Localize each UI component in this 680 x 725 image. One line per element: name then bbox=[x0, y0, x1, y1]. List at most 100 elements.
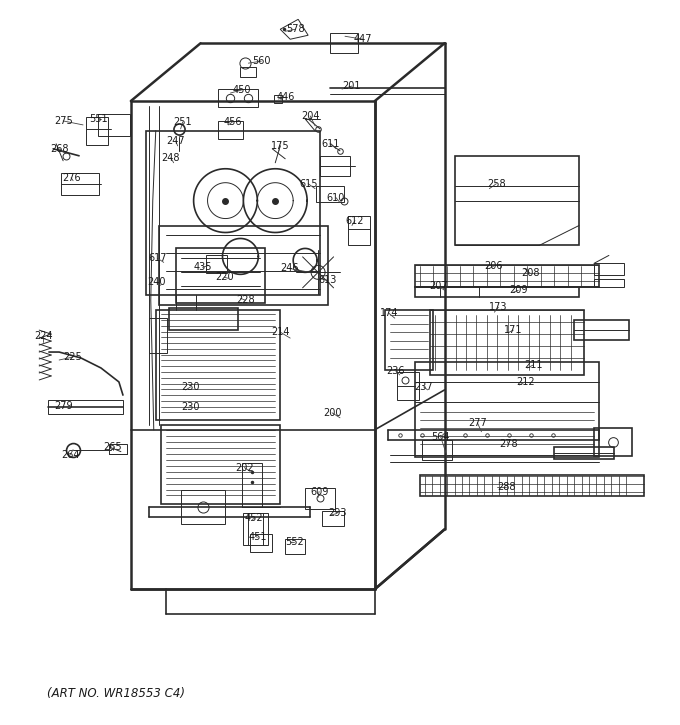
Bar bbox=[158, 225, 328, 305]
Bar bbox=[420, 475, 644, 497]
Text: 171: 171 bbox=[504, 325, 522, 335]
Text: 200: 200 bbox=[323, 407, 341, 418]
Bar bbox=[385, 310, 432, 370]
Text: 612: 612 bbox=[345, 215, 364, 225]
Bar bbox=[285, 539, 305, 554]
Text: 237: 237 bbox=[414, 382, 433, 392]
Text: 456: 456 bbox=[223, 117, 241, 127]
Text: 174: 174 bbox=[379, 308, 398, 318]
Text: 268: 268 bbox=[50, 144, 69, 154]
Bar bbox=[594, 263, 624, 276]
Text: 206: 206 bbox=[484, 262, 503, 271]
Bar bbox=[554, 447, 614, 459]
Text: 452: 452 bbox=[245, 513, 264, 523]
Text: 560: 560 bbox=[252, 56, 271, 66]
Text: 247: 247 bbox=[167, 136, 185, 146]
Text: 288: 288 bbox=[497, 481, 515, 492]
Text: 214: 214 bbox=[271, 327, 290, 337]
Text: 228: 228 bbox=[236, 295, 255, 305]
Text: 447: 447 bbox=[354, 34, 372, 44]
Bar bbox=[320, 156, 350, 175]
Text: 552: 552 bbox=[285, 537, 303, 547]
Bar bbox=[98, 114, 130, 136]
Text: 204: 204 bbox=[301, 111, 320, 121]
Bar bbox=[175, 249, 265, 303]
Bar bbox=[415, 362, 599, 457]
Text: 202: 202 bbox=[235, 463, 254, 473]
Bar bbox=[181, 489, 226, 524]
Text: 277: 277 bbox=[468, 418, 487, 428]
Bar bbox=[415, 287, 579, 297]
Text: 451: 451 bbox=[248, 532, 267, 542]
Bar bbox=[454, 156, 579, 246]
Bar bbox=[146, 131, 320, 295]
Bar bbox=[415, 265, 599, 287]
Bar bbox=[205, 255, 228, 273]
Text: 175: 175 bbox=[271, 141, 290, 151]
Text: 615: 615 bbox=[299, 178, 318, 188]
Bar bbox=[242, 463, 262, 508]
Text: 230: 230 bbox=[182, 402, 200, 412]
Bar bbox=[149, 318, 167, 353]
Bar bbox=[316, 186, 344, 202]
Bar bbox=[218, 121, 243, 139]
Bar bbox=[574, 320, 629, 340]
Bar bbox=[396, 372, 419, 400]
Text: 224: 224 bbox=[34, 331, 52, 341]
Bar bbox=[86, 117, 108, 145]
Text: 551: 551 bbox=[90, 114, 108, 124]
Text: 251: 251 bbox=[173, 117, 192, 127]
Bar bbox=[305, 487, 335, 510]
Text: 248: 248 bbox=[161, 153, 180, 163]
Text: 225: 225 bbox=[64, 352, 82, 362]
Text: 265: 265 bbox=[103, 442, 122, 452]
Bar bbox=[430, 310, 584, 375]
Text: 278: 278 bbox=[499, 439, 517, 449]
Text: 617: 617 bbox=[148, 254, 167, 263]
Bar bbox=[109, 444, 127, 454]
Bar bbox=[330, 33, 358, 53]
Text: 246: 246 bbox=[280, 263, 299, 273]
Bar bbox=[422, 439, 452, 460]
Text: 258: 258 bbox=[487, 178, 506, 188]
Bar bbox=[594, 428, 632, 455]
Text: 236: 236 bbox=[386, 366, 405, 376]
Bar bbox=[250, 534, 272, 552]
Bar bbox=[243, 513, 269, 545]
Text: 279: 279 bbox=[54, 401, 73, 411]
Bar bbox=[218, 89, 258, 107]
Bar bbox=[322, 511, 344, 526]
Text: (ART NO. WR18553 C4): (ART NO. WR18553 C4) bbox=[47, 687, 185, 700]
Text: 212: 212 bbox=[516, 377, 534, 387]
Text: 610: 610 bbox=[327, 193, 345, 202]
Text: 446: 446 bbox=[277, 92, 295, 102]
Bar bbox=[48, 400, 123, 414]
Text: 230: 230 bbox=[182, 382, 200, 392]
Bar bbox=[156, 310, 280, 420]
Text: 564: 564 bbox=[431, 431, 450, 442]
Text: 264: 264 bbox=[61, 450, 80, 460]
Text: 611: 611 bbox=[322, 139, 340, 149]
Text: 201: 201 bbox=[343, 81, 361, 91]
Text: 209: 209 bbox=[509, 285, 528, 295]
Bar bbox=[594, 279, 624, 287]
Text: 173: 173 bbox=[489, 302, 507, 312]
Text: 578: 578 bbox=[286, 24, 305, 34]
Bar bbox=[241, 67, 256, 77]
Text: 613: 613 bbox=[319, 276, 337, 286]
Text: 208: 208 bbox=[521, 268, 539, 278]
Text: 207: 207 bbox=[429, 281, 448, 291]
Text: 293: 293 bbox=[328, 508, 346, 518]
Text: 211: 211 bbox=[524, 360, 543, 370]
Text: 276: 276 bbox=[62, 173, 80, 183]
Bar bbox=[160, 425, 280, 505]
Text: 609: 609 bbox=[310, 486, 328, 497]
Bar bbox=[169, 308, 239, 330]
Text: 275: 275 bbox=[54, 116, 73, 126]
Text: 435: 435 bbox=[193, 262, 211, 273]
Bar bbox=[61, 173, 99, 194]
Bar bbox=[348, 215, 370, 246]
Text: 220: 220 bbox=[215, 273, 234, 282]
Text: 450: 450 bbox=[232, 85, 251, 95]
Text: 240: 240 bbox=[148, 277, 166, 287]
